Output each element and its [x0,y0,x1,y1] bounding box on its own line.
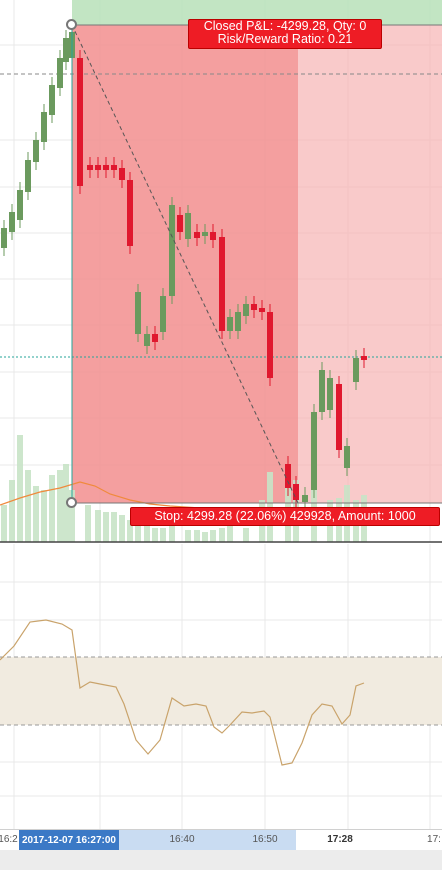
volume-moving-average-line [0,481,241,511]
stop-handle[interactable] [66,497,77,508]
rsi-band [0,657,442,725]
stop-badge: Stop: 4299.28 (22.06%) 429928, Amount: 1… [130,507,440,526]
time-tick-4: 17:28 [327,834,353,845]
loss-zone[interactable] [72,25,298,503]
time-tick-1: 16:2 [0,834,18,845]
closed-pl-badge: Closed P&L: -4299.28, Qty: 0 Risk/Reward… [188,19,382,49]
time-tick-3: 16:50 [252,834,278,845]
bottom-toolbar [0,850,442,870]
time-tick-5: 17: [427,834,441,845]
entry-handle[interactable] [66,19,77,30]
closed-pl-text: Closed P&L: -4299.28, Qty: 0 [203,19,367,33]
cursor-time-label: 2017-12-07 16:27:00 [19,830,119,851]
time-tick-2: 16:40 [169,834,195,845]
price-chart[interactable] [0,0,442,543]
rsi-pane[interactable] [0,544,442,829]
loss-zone-extension [298,25,442,503]
risk-reward-text: Risk/Reward Ratio: 0.21 [217,32,353,46]
rsi-line [0,619,365,766]
time-axis[interactable]: 16:2 2017-12-07 16:27:00 16:40 16:50 17:… [0,829,442,851]
